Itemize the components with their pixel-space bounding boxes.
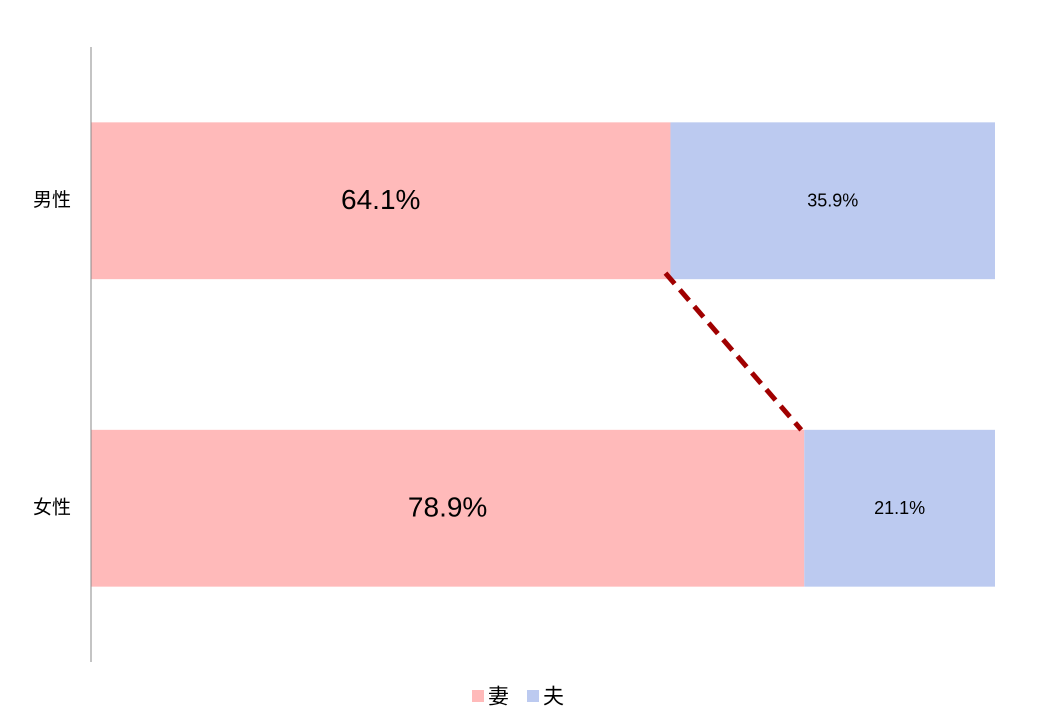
value-label: 78.9% xyxy=(408,492,487,523)
bar-segment xyxy=(91,122,671,280)
value-label: 21.1% xyxy=(874,498,925,518)
series-line xyxy=(663,271,804,432)
legend-swatch xyxy=(472,690,484,702)
bar-segment xyxy=(91,429,805,587)
bar-segment xyxy=(670,122,995,280)
y-tick-label: 男性 xyxy=(33,189,71,211)
bar-segment xyxy=(804,429,995,587)
y-tick-label: 女性 xyxy=(33,496,71,518)
value-label: 64.1% xyxy=(341,184,420,215)
value-label: 35.9% xyxy=(807,191,858,211)
legend-label: 妻 xyxy=(488,686,509,709)
legend-label: 夫 xyxy=(543,686,564,709)
legend-swatch xyxy=(527,690,539,702)
